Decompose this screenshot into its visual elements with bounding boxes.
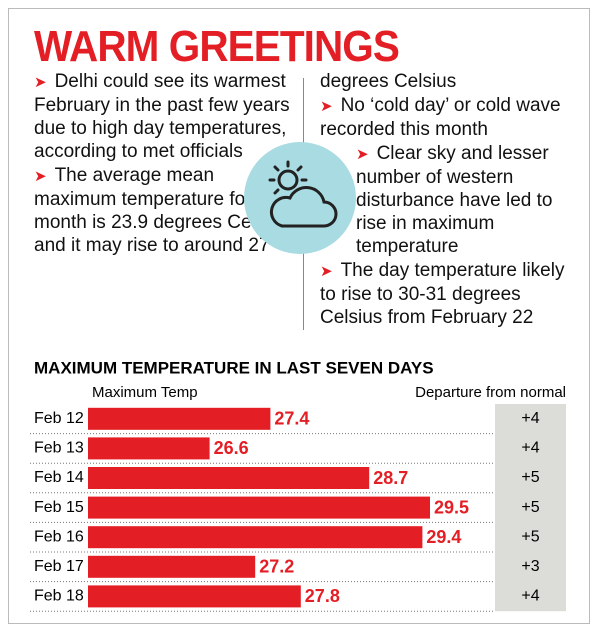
left-column: ➤ Delhi could see its warmest February in…: [34, 70, 296, 258]
departure-label: +4: [521, 410, 539, 427]
right-column: degrees Celsius ➤ No ‘cold day’ or cold w…: [320, 70, 582, 330]
bullet: ➤ The average mean maximum temperature fo…: [34, 164, 296, 257]
category-label: Feb 15: [34, 499, 84, 516]
category-label: Feb 13: [34, 440, 84, 457]
bullet: ➤ No ‘cold day’ or cold wave recorded thi…: [320, 94, 582, 141]
category-label: Feb 14: [34, 469, 84, 486]
bar: [88, 407, 271, 430]
sun: [277, 169, 299, 191]
bar: [88, 437, 210, 460]
value-label: 27.2: [259, 557, 294, 577]
bullet-text: The average mean maximum temperature for…: [34, 165, 290, 256]
departure-label: +5: [521, 499, 539, 516]
weather-icon: [244, 142, 356, 254]
chart-title: MAXIMUM TEMPERATURE IN LAST SEVEN DAYS: [34, 358, 434, 377]
value-label: 28.7: [373, 468, 408, 488]
bullet-text: Clear sky and lesser number of western d…: [356, 143, 553, 257]
category-label: Feb 18: [34, 588, 84, 605]
departure-label: +4: [521, 588, 539, 605]
value-label: 29.5: [434, 497, 469, 517]
category-label: Feb 16: [34, 528, 84, 545]
legend-label: Maximum Temp: [92, 384, 198, 401]
legend-label: Departure from normal: [415, 384, 566, 401]
arrow: ➤: [320, 98, 333, 115]
bar: [88, 526, 423, 549]
value-label: 27.8: [305, 586, 340, 606]
bullet: ➤ Delhi could see its warmest February in…: [34, 70, 296, 163]
departure-label: +4: [521, 440, 539, 457]
category-label: Feb 12: [34, 410, 84, 427]
category-label: Feb 17: [34, 558, 84, 575]
bullet-text: No ‘cold day’ or cold wave recorded this…: [320, 95, 561, 140]
bullet: ➤ Clear sky and lesser number of western …: [320, 142, 566, 258]
departure-label: +5: [521, 469, 539, 486]
departure-label: +5: [521, 528, 539, 545]
continuation: degrees Celsius: [320, 71, 457, 92]
bullet: ➤ The day temperature likely to rise to 3…: [320, 259, 582, 329]
title: WARM GREETINGS: [34, 22, 400, 71]
bullet-text: Delhi could see its warmest February in …: [34, 71, 290, 162]
departure-label: +3: [521, 558, 539, 575]
value-label: 27.4: [274, 409, 309, 429]
arrow: ➤: [320, 263, 333, 280]
frame: [8, 8, 590, 624]
value-label: 29.4: [426, 527, 461, 547]
arrow: ➤: [356, 146, 369, 163]
bar: [88, 555, 256, 578]
cloud: [269, 186, 338, 228]
bar: [88, 496, 430, 519]
bullet-text: The day temperature likely to rise to 30…: [320, 260, 565, 328]
value-label: 26.6: [214, 438, 249, 458]
arrow: ➤: [34, 74, 47, 91]
bar: [88, 467, 370, 489]
sun-rays: [268, 160, 308, 195]
arrow: ➤: [34, 168, 47, 185]
departure-column: [495, 404, 566, 612]
bar: [88, 585, 301, 608]
